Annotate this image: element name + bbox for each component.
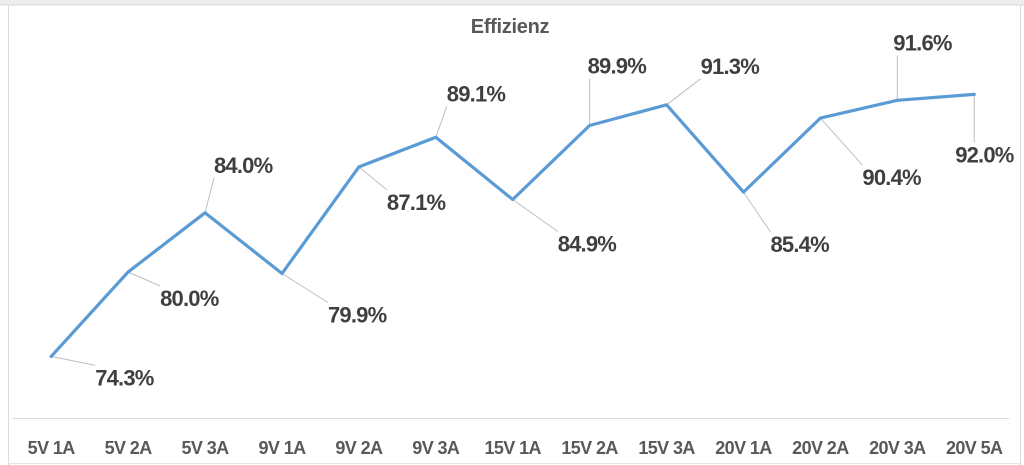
leader-line: [743, 191, 771, 233]
data-label: 79.9%: [328, 303, 387, 328]
leader-lines-group: [51, 55, 975, 366]
leader-line: [358, 166, 388, 191]
leader-line: [435, 106, 448, 138]
leader-line: [666, 78, 701, 106]
data-label: 85.4%: [771, 232, 830, 257]
data-label: 90.4%: [862, 165, 921, 190]
data-label: 91.3%: [701, 54, 760, 79]
data-label: 80.0%: [160, 286, 219, 311]
data-label: 91.6%: [893, 30, 952, 55]
leader-line: [281, 273, 329, 303]
data-label: 89.9%: [588, 54, 647, 79]
series-polyline: [49, 92, 976, 358]
category-label: 20V 3A: [869, 438, 926, 458]
chart-title: Effizienz: [471, 16, 550, 38]
category-label: 20V 2A: [792, 438, 849, 458]
data-label: 89.1%: [447, 81, 506, 106]
category-label: 9V 2A: [335, 438, 383, 458]
category-label: 20V 1A: [715, 438, 772, 458]
leader-line: [204, 177, 215, 213]
category-label: 9V 1A: [258, 438, 306, 458]
leader-line: [820, 117, 863, 166]
data-labels-group: 74.3% 80.0% 84.0% 79.9% 87.1% 89.1% 84.9% 89.9%…: [95, 30, 1014, 390]
category-label: 5V 2A: [105, 438, 153, 458]
page-top-strip: [0, 0, 1024, 5]
category-label: 15V 3A: [638, 438, 695, 458]
series-group: [49, 92, 976, 358]
data-label: 74.3%: [95, 365, 154, 390]
category-label: 5V 1A: [28, 438, 76, 458]
category-label: 20V 5A: [946, 438, 1003, 458]
data-label: 84.0%: [214, 153, 273, 178]
leader-line: [51, 355, 96, 366]
category-label: 15V 2A: [561, 438, 618, 458]
data-label: 92.0%: [955, 142, 1014, 167]
leader-line: [512, 199, 558, 232]
data-label: 84.9%: [558, 232, 617, 257]
category-label: 9V 3A: [412, 438, 460, 458]
category-label: 15V 1A: [484, 438, 541, 458]
data-label: 87.1%: [387, 190, 446, 215]
leader-line: [127, 271, 161, 287]
category-labels-group: 5V 1A 5V 2A 5V 3A 9V 1A 9V 2A 9V 3A 15V 1A 15V …: [28, 438, 1004, 458]
category-label: 5V 3A: [181, 438, 229, 458]
